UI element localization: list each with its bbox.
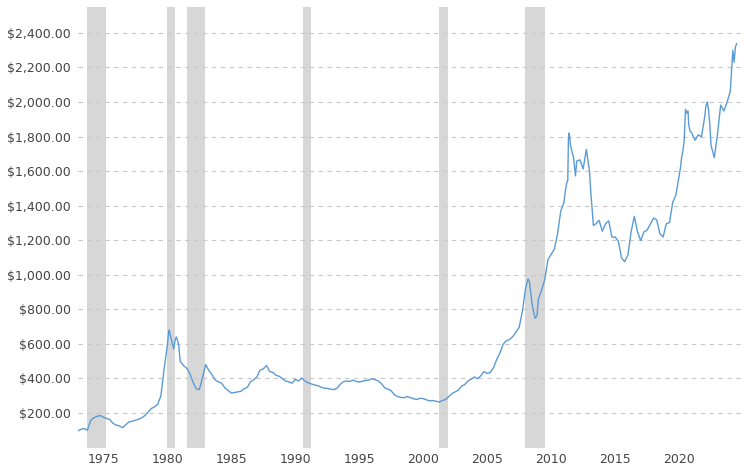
- Bar: [440, 7, 448, 447]
- Bar: [167, 7, 175, 447]
- Bar: [524, 7, 544, 447]
- Bar: [187, 7, 205, 447]
- Bar: [303, 7, 311, 447]
- Bar: [87, 7, 106, 447]
